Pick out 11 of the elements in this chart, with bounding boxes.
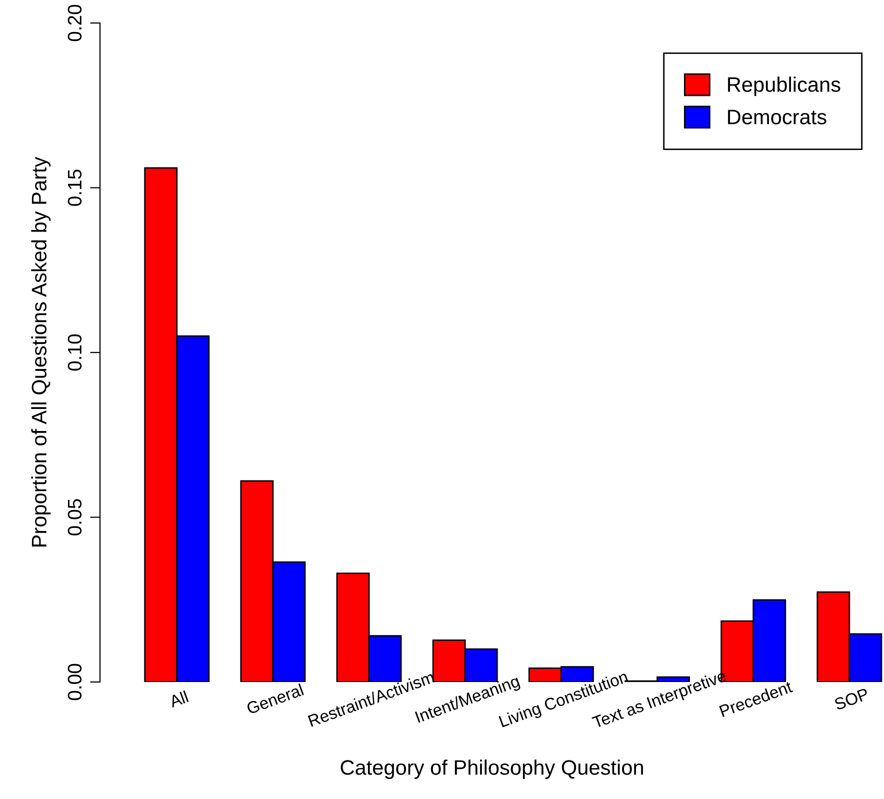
y-tick-label: 0.10 (68, 334, 82, 371)
x-tick-label: SOP (834, 688, 870, 710)
y-tick-label: 0.05 (68, 499, 82, 536)
x-axis-title: Category of Philosophy Question (340, 760, 643, 779)
y-tick-label: 0.20 (68, 4, 82, 42)
legend-label: Republicans (728, 76, 840, 96)
y-axis-title: Proportion of All Questions Asked by Party (31, 156, 51, 546)
legend-label: Democrats (728, 110, 826, 124)
x-tick-label: All (168, 690, 189, 708)
y-tick-label: 0.15 (68, 170, 82, 206)
y-tick-label: 0.00 (68, 664, 82, 700)
